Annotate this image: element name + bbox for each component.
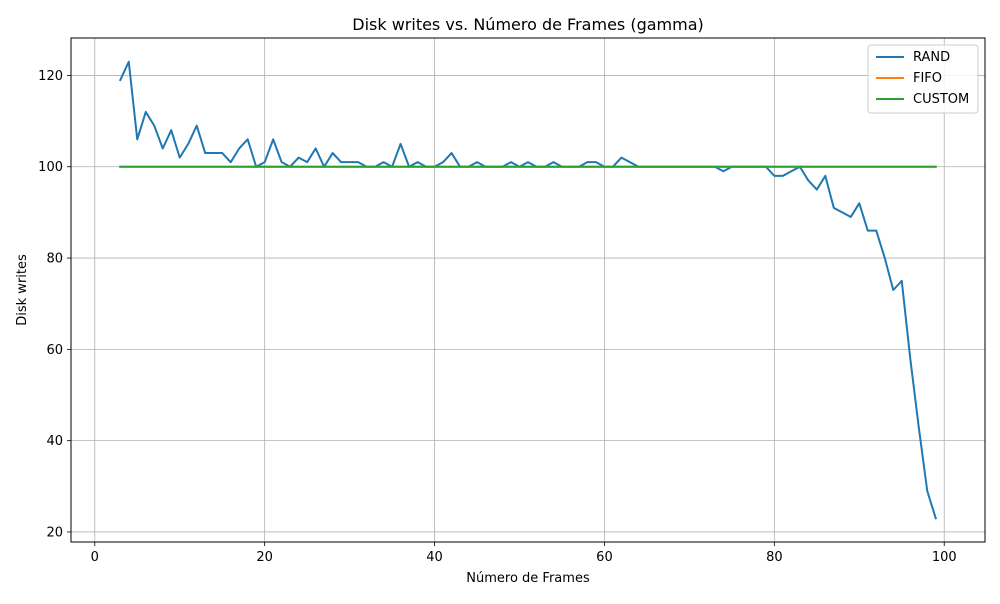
y-axis-label: Disk writes bbox=[15, 254, 30, 326]
x-tick-label: 0 bbox=[91, 550, 99, 565]
x-tick-label: 20 bbox=[256, 550, 273, 565]
x-axis-label: Número de Frames bbox=[466, 571, 590, 586]
x-tick-label: 40 bbox=[426, 550, 443, 565]
y-tick-label: 60 bbox=[46, 343, 63, 358]
axes-frame bbox=[70, 37, 986, 543]
x-tick-label: 60 bbox=[596, 550, 613, 565]
y-tick-label: 80 bbox=[46, 252, 63, 267]
legend: RAND FIFO CUSTOM bbox=[867, 44, 979, 114]
x-axis-ticks: 0 20 40 60 80 100 bbox=[91, 542, 957, 565]
chart-title: Disk writes vs. Número de Frames (gamma) bbox=[352, 15, 704, 34]
y-tick-label: 20 bbox=[46, 525, 63, 540]
legend-label-fifo: FIFO bbox=[913, 71, 942, 86]
x-tick-label: 80 bbox=[766, 550, 783, 565]
y-tick-label: 120 bbox=[38, 69, 63, 84]
series-layer bbox=[118, 60, 937, 520]
legend-box bbox=[867, 44, 979, 114]
legend-label-rand: RAND bbox=[913, 50, 950, 65]
y-tick-label: 100 bbox=[38, 160, 63, 175]
legend-label-custom: CUSTOM bbox=[913, 92, 969, 107]
y-tick-label: 40 bbox=[46, 434, 63, 449]
x-tick-label: 100 bbox=[932, 550, 957, 565]
y-axis-ticks: 20 40 60 80 100 120 bbox=[38, 69, 71, 540]
